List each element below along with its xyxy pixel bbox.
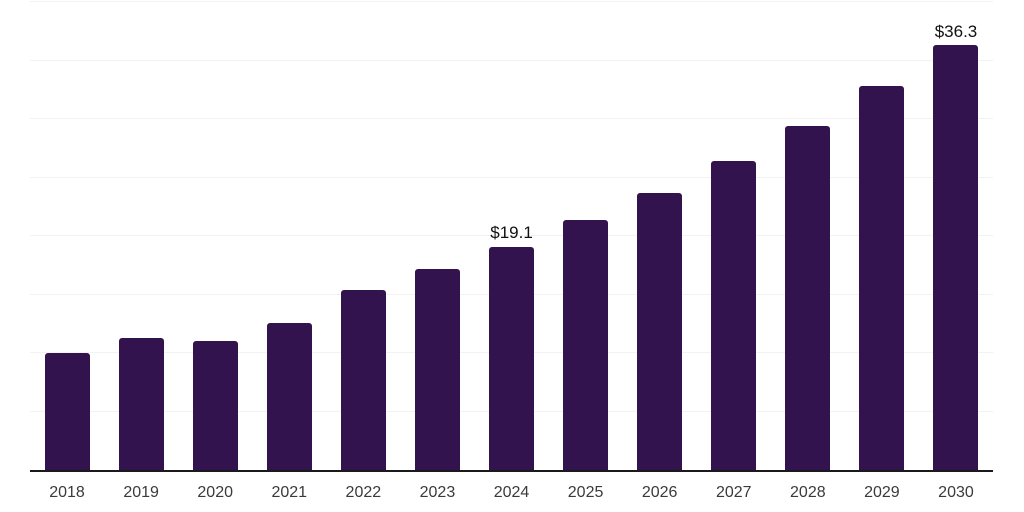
gridline xyxy=(30,176,993,178)
x-tick-label: 2026 xyxy=(641,484,678,501)
bar xyxy=(563,219,609,470)
plot-area: $19.1 $36.3 xyxy=(30,1,993,472)
bar-slot: $36.3 xyxy=(919,2,993,470)
x-tick-label: 2023 xyxy=(419,484,456,501)
bar-slot xyxy=(326,2,400,470)
x-tick-label: 2020 xyxy=(197,484,233,501)
gridline xyxy=(30,59,993,61)
bar xyxy=(637,192,683,470)
bar-slot xyxy=(178,2,252,470)
x-tick-label: 2027 xyxy=(715,484,752,501)
bar-value-label: $36.3 xyxy=(934,21,978,41)
bar xyxy=(489,246,534,470)
x-tick-label: 2029 xyxy=(864,484,900,501)
bar xyxy=(785,126,831,470)
bar-slot xyxy=(549,2,623,470)
bar-slot: $19.1 xyxy=(474,2,548,470)
x-tick-label: 2018 xyxy=(49,484,85,501)
gridline xyxy=(30,235,993,236)
bar-slot xyxy=(845,2,919,470)
x-tick-label: 2024 xyxy=(493,484,530,501)
bar xyxy=(118,337,164,470)
bar xyxy=(859,86,905,470)
gridline xyxy=(30,118,993,119)
bar xyxy=(933,45,979,470)
bar xyxy=(44,353,90,470)
x-tick-label: 2028 xyxy=(790,484,826,501)
bar xyxy=(414,268,460,470)
bar-slot xyxy=(623,2,697,470)
bar-slot xyxy=(30,2,104,470)
gridline xyxy=(30,1,993,2)
bar xyxy=(192,341,238,470)
x-tick-label: 2021 xyxy=(271,484,308,501)
x-tick-label: 2030 xyxy=(938,484,974,501)
x-tick-label: 2019 xyxy=(123,484,159,501)
bar xyxy=(711,161,757,470)
bar xyxy=(340,289,386,470)
bar-slot xyxy=(104,2,178,470)
bar-slot xyxy=(400,2,474,470)
bar-slot xyxy=(697,2,771,470)
bar xyxy=(266,322,312,470)
bar-value-label: $19.1 xyxy=(490,222,533,242)
x-tick-label: 2022 xyxy=(345,484,382,501)
bar-slot xyxy=(771,2,845,470)
x-tick-label: 2025 xyxy=(567,484,604,501)
x-axis: 2018 2019 2020 2021 2022 2023 2024 2025 2026 2027… xyxy=(30,484,993,502)
bar-slot xyxy=(252,2,326,470)
bar-chart: $19.1 $36.3 2018 2019 2020 2021 2022 2023 2024 2… xyxy=(30,1,993,502)
bars: $19.1 $36.3 xyxy=(30,2,993,470)
